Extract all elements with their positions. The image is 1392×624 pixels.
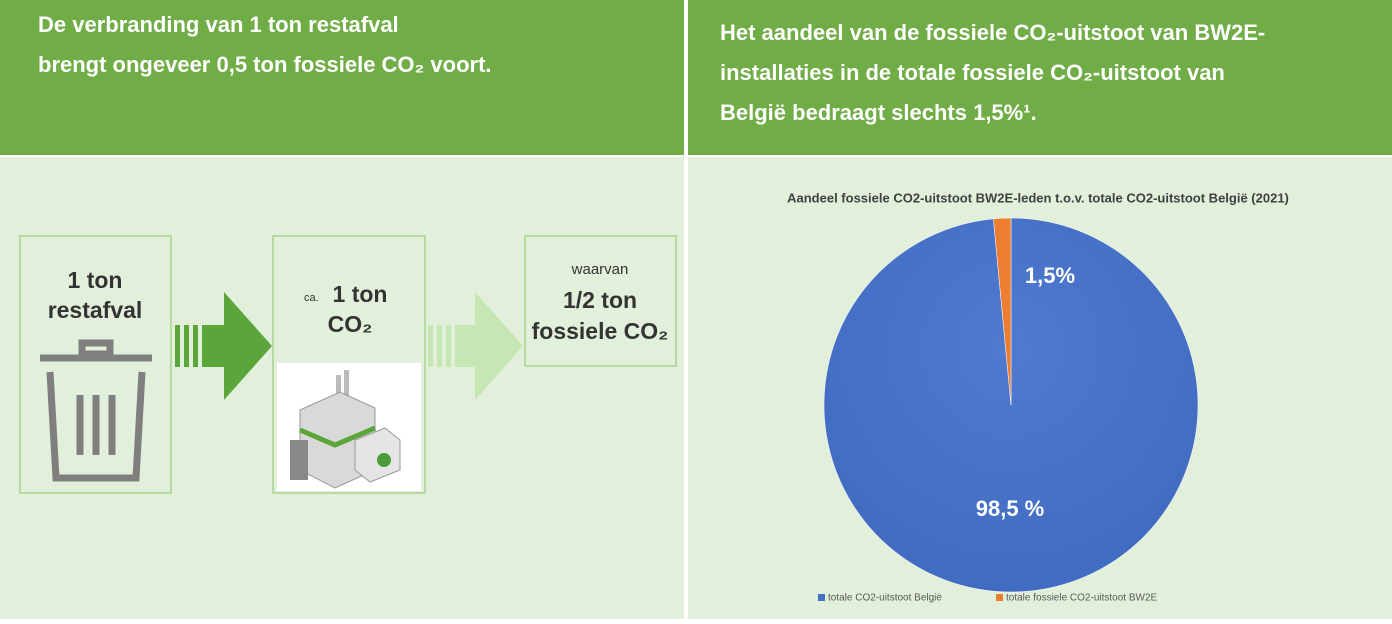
value-label: 98,5 % bbox=[976, 496, 1045, 521]
box-text: 1 ton bbox=[68, 267, 123, 293]
left-title: brengt ongeveer 0,5 ton fossiele CO₂ voo… bbox=[38, 52, 492, 77]
legend-swatch bbox=[996, 594, 1003, 601]
right-title: Het aandeel van de fossiele CO₂-uitstoot… bbox=[720, 20, 1265, 45]
box-prefix: waarvan bbox=[571, 261, 629, 278]
box-text: 1/2 ton bbox=[563, 287, 637, 313]
right-title: België bedraagt slechts 1,5%¹. bbox=[720, 100, 1037, 125]
box-text: fossiele CO₂ bbox=[532, 318, 669, 344]
legend-label: totale CO2-uitstoot België bbox=[828, 593, 942, 604]
legend-label: totale fossiele CO2-uitstoot BW2E bbox=[1006, 593, 1158, 604]
box-text: restafval bbox=[48, 297, 143, 323]
box-text: 1 ton bbox=[333, 281, 388, 307]
left-title: De verbranding van 1 ton restafval bbox=[38, 12, 399, 37]
value-label: 1,5% bbox=[1025, 263, 1075, 288]
legend-swatch bbox=[818, 594, 825, 601]
box-prefix: ca. bbox=[304, 292, 319, 304]
page: De verbranding van 1 ton restafval breng… bbox=[0, 0, 1392, 619]
box-text: CO₂ bbox=[328, 311, 373, 337]
right-title: installaties in de totale fossiele CO₂-u… bbox=[720, 60, 1225, 85]
chart-title: Aandeel fossiele CO2-uitstoot BW2E-leden… bbox=[787, 190, 1289, 205]
